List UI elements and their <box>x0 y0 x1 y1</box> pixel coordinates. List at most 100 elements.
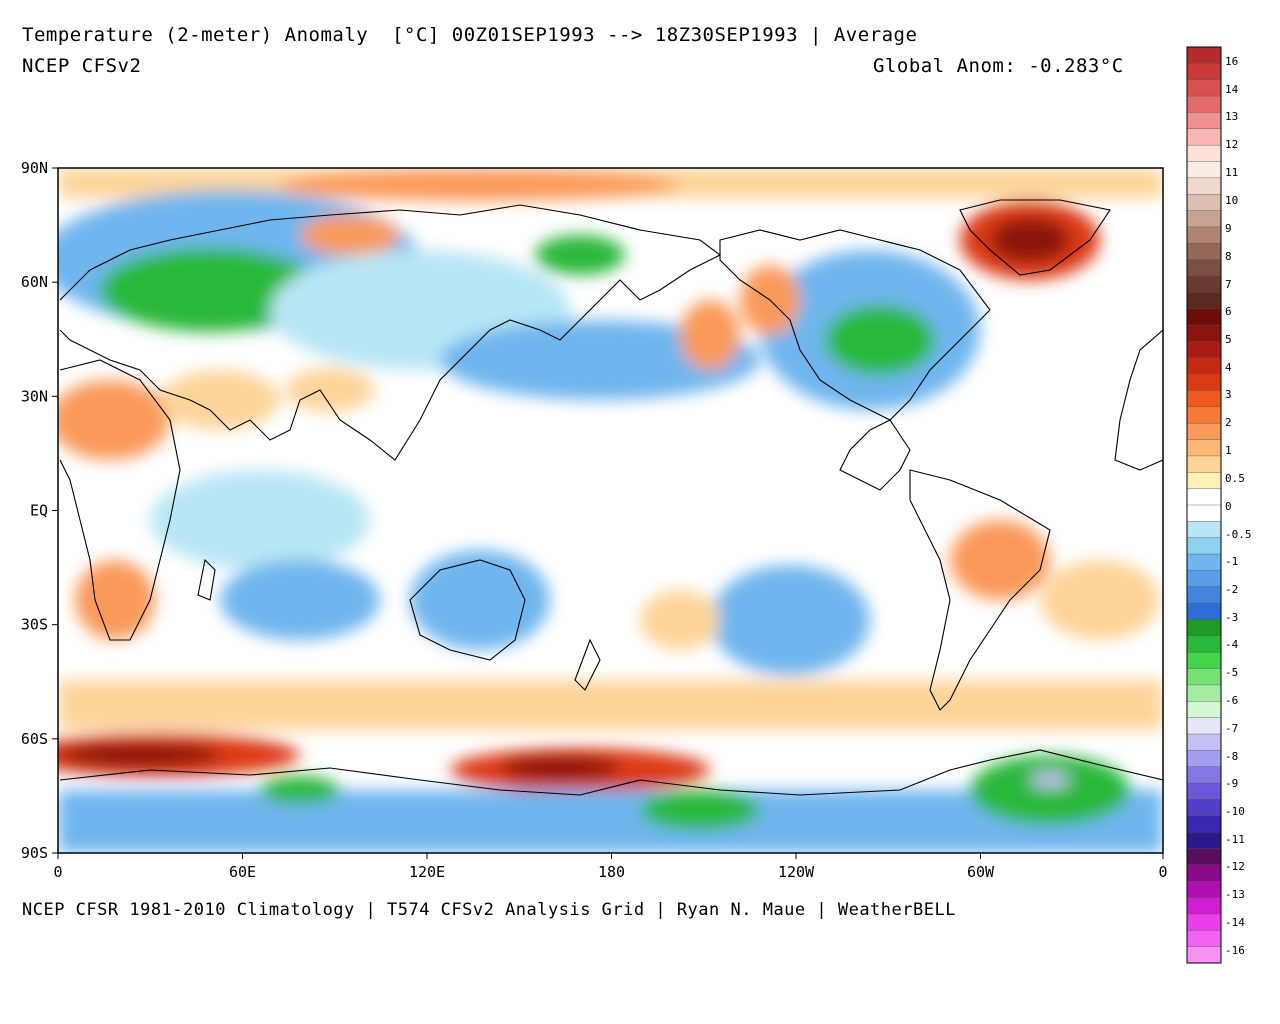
colorbar-label: 12 <box>1225 138 1238 151</box>
colorbar-swatch <box>1186 537 1222 555</box>
colorbar-swatch <box>1186 602 1222 621</box>
colorbar-label: -14 <box>1225 916 1245 929</box>
greenland-coast <box>959 199 1111 276</box>
colorbar-label: -11 <box>1225 833 1245 846</box>
colorbar-swatch <box>1186 750 1222 768</box>
colorbar-label: 2 <box>1225 416 1232 429</box>
colorbar-label: -0.5 <box>1225 528 1252 541</box>
colorbar-label: -3 <box>1225 611 1238 624</box>
marie-byrd-very-cold <box>640 790 760 830</box>
anomaly-blobs <box>58 168 1163 853</box>
north-pacific-cool <box>440 320 760 400</box>
colorbar-label: -10 <box>1225 805 1245 818</box>
colorbar-label: -1 <box>1225 555 1238 568</box>
colorbar-swatch <box>1186 144 1222 162</box>
europe-coast <box>1114 329 1163 471</box>
scandinavia-russia-very-cold <box>100 248 320 332</box>
longitude-axis: 0 60E 120E 180 120W 60W 0 <box>53 853 1168 881</box>
new-zealand-coast <box>574 638 601 691</box>
australia-cool <box>410 550 550 650</box>
greenland-warm-core <box>990 218 1070 262</box>
colorbar-swatch <box>1186 897 1222 915</box>
colorbar-swatch <box>1186 373 1222 391</box>
southern-ocean-warm <box>58 680 1163 730</box>
colorbar-swatch <box>1186 521 1222 539</box>
colorbar-swatch <box>1186 504 1222 522</box>
colorbar-label: 13 <box>1225 110 1238 123</box>
colorbar-swatch <box>1186 243 1222 261</box>
colorbar-swatch <box>1186 488 1222 506</box>
lon-tick-label: 120W <box>778 863 815 881</box>
colorbar-label: -9 <box>1225 777 1238 790</box>
colorbar-label: -6 <box>1225 694 1238 707</box>
indian-ocean-cool <box>150 470 370 570</box>
colorbar-swatch <box>1186 701 1222 719</box>
south-atlantic-warm <box>1040 560 1160 640</box>
colorbar-label: 0.5 <box>1225 472 1245 485</box>
colorbar-label: -5 <box>1225 666 1238 679</box>
model-name: NCEP CFSv2 <box>22 55 142 77</box>
colorbar-frame <box>1186 46 1222 964</box>
south-indian-cool <box>220 560 380 640</box>
weddell-very-cold <box>970 755 1130 825</box>
colorbar-swatch <box>1186 259 1222 277</box>
colorbar-label: 16 <box>1225 55 1238 68</box>
latitude-axis: 90N 60N 30N EQ 30S 60S 90S <box>21 159 58 862</box>
footer-credits: NCEP CFSR 1981-2010 Climatology | T574 C… <box>22 900 956 920</box>
colorbar-swatch <box>1186 341 1222 359</box>
colorbar-swatch <box>1186 472 1222 490</box>
colorbar-label: -2 <box>1225 583 1238 596</box>
colorbar-swatch <box>1186 553 1222 571</box>
lat-tick-label: 30N <box>21 387 48 405</box>
lat-tick-label: 60N <box>21 273 48 291</box>
colorbar-swatch <box>1186 161 1222 179</box>
colorbar-swatch <box>1186 128 1222 146</box>
middle-east-warm <box>160 370 280 430</box>
lon-tick-label: 60E <box>229 863 256 881</box>
colorbar-swatch <box>1186 930 1222 948</box>
colorbar-label: 3 <box>1225 388 1232 401</box>
colorbar-label: 5 <box>1225 333 1232 346</box>
lon-tick-label: 60W <box>967 863 995 881</box>
colorbar-swatch <box>1186 406 1222 424</box>
colorbar-swatch <box>1186 684 1222 702</box>
colorbar-swatch <box>1186 46 1222 64</box>
colorbar-swatch <box>1186 881 1222 899</box>
south-africa-warm <box>75 560 155 640</box>
colorbar-swatch <box>1186 112 1222 130</box>
lat-tick-label: 90S <box>21 844 48 862</box>
colorbar-swatch <box>1186 455 1222 473</box>
colorbar-label: 1 <box>1225 444 1232 457</box>
colorbar-label: 7 <box>1225 278 1232 291</box>
colorbar-swatch <box>1186 799 1222 817</box>
lat-tick-label: 30S <box>21 616 48 634</box>
colorbar-label: 14 <box>1225 83 1239 96</box>
colorbar-swatch <box>1186 815 1222 833</box>
colorbar-label: -7 <box>1225 722 1238 735</box>
colorbar-swatch <box>1186 864 1222 882</box>
colorbar-swatch <box>1186 79 1222 97</box>
colorbar-swatch <box>1186 766 1222 784</box>
north-america-very-cold <box>825 305 935 375</box>
colorbar-swatch <box>1186 733 1222 751</box>
colorbar-swatch <box>1186 946 1222 964</box>
colorbar-swatch <box>1186 619 1222 637</box>
south-indian-ocean-core <box>60 743 220 767</box>
colorbar-swatch <box>1186 668 1222 686</box>
colorbar-label: -12 <box>1225 860 1245 873</box>
colorbar-swatch <box>1186 210 1222 228</box>
colorbar-swatch <box>1186 913 1222 931</box>
colorbar-label: -13 <box>1225 888 1245 901</box>
global-anomaly: Global Anom: -0.283°C <box>873 55 1124 77</box>
brazil-warm <box>950 520 1050 600</box>
colorbar-swatch <box>1186 275 1222 293</box>
antarctica-coast <box>59 749 1163 796</box>
colorbar-swatch <box>1186 635 1222 653</box>
colorbar-swatch <box>1186 782 1222 800</box>
lat-tick-label: 90N <box>21 159 48 177</box>
colorbar-label: -16 <box>1225 944 1245 957</box>
south-pacific-warm-spot <box>640 590 720 650</box>
colorbar-swatch <box>1186 63 1222 81</box>
colorbar-label: 0 <box>1225 500 1232 513</box>
central-asia-warm <box>285 368 375 412</box>
